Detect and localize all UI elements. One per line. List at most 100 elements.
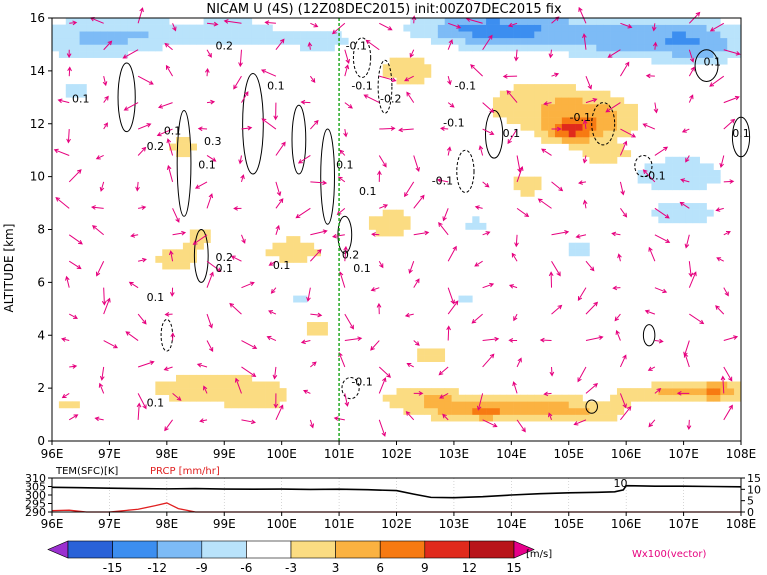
wind-fill-cell xyxy=(210,24,218,32)
wind-fill-cell xyxy=(534,110,542,118)
wind-vector-arrow xyxy=(688,66,695,77)
wind-fill-cell xyxy=(238,18,246,25)
wind-fill-cell xyxy=(527,44,535,52)
wind-fill-cell xyxy=(52,24,60,32)
wind-fill-cell xyxy=(499,90,508,98)
wind-fill-cell xyxy=(396,209,404,217)
wind-fill-cell xyxy=(582,117,590,125)
wind-fill-cell xyxy=(548,401,556,409)
wind-fill-cell xyxy=(396,222,404,230)
wind-fill-cell xyxy=(444,407,452,415)
wind-fill-cell xyxy=(561,407,570,415)
wind-fill-cell xyxy=(596,150,604,158)
wind-vector-arrow xyxy=(482,102,495,113)
wind-fill-cell xyxy=(244,374,253,382)
wind-fill-cell xyxy=(458,44,466,52)
wind-vector-arrow xyxy=(192,234,208,245)
wind-fill-cell xyxy=(665,170,673,177)
wind-fill-cell xyxy=(610,407,618,415)
wind-fill-cell xyxy=(610,51,618,58)
wind-fill-cell xyxy=(217,37,225,45)
wind-fill-cell xyxy=(210,374,218,382)
wind-fill-cell xyxy=(327,44,335,52)
wind-fill-cell xyxy=(231,394,239,402)
wind-fill-cell xyxy=(527,414,535,422)
wind-fill-cell xyxy=(141,44,149,52)
contour-label: 0.1 xyxy=(353,262,371,275)
wind-vector-arrow xyxy=(123,102,139,111)
wind-fill-cell xyxy=(568,44,576,52)
wind-fill-cell xyxy=(575,24,583,32)
wind-vector-arrow xyxy=(68,169,82,183)
wind-fill-cell xyxy=(568,103,576,111)
wind-fill-cell xyxy=(541,110,549,118)
wind-vector-arrow xyxy=(507,128,518,145)
wind-fill-cell xyxy=(720,51,728,58)
positive-contour xyxy=(291,104,307,175)
wind-vector-arrow xyxy=(689,313,705,325)
wind-fill-cell xyxy=(506,110,514,118)
wind-fill-cell xyxy=(692,176,700,184)
wind-fill-cell xyxy=(651,163,659,171)
wind-fill-cell xyxy=(279,249,287,257)
surface-panel: TEM(SFC)[K] PRCP [mm/hr] 10 310305300295… xyxy=(25,466,761,531)
wind-fill-cell xyxy=(692,51,700,58)
wind-vector-arrow xyxy=(94,416,104,422)
wind-fill-cell xyxy=(272,242,280,250)
wind-fill-cell xyxy=(520,18,528,25)
wind-fill-cell xyxy=(403,57,411,65)
wind-vector-arrow xyxy=(482,336,500,342)
wind-fill-cell xyxy=(623,117,632,125)
wind-vector-arrow xyxy=(68,414,79,421)
wind-fill-cell xyxy=(651,209,659,217)
wind-fill-cell xyxy=(520,110,528,118)
wind-fill-cell xyxy=(120,37,129,45)
wind-fill-cell xyxy=(561,401,570,409)
wind-fill-cell xyxy=(527,183,535,191)
wind-vector-arrow xyxy=(273,393,279,409)
wind-fill-cell xyxy=(589,103,597,111)
wind-fill-cell xyxy=(238,374,246,382)
colorbar-tick-label: -12 xyxy=(147,561,167,575)
wind-fill-cell xyxy=(589,24,597,32)
wind-fill-cell xyxy=(672,176,680,184)
wind-fill-cell xyxy=(155,255,163,263)
wind-fill-cell xyxy=(86,31,94,39)
wind-vector-arrow xyxy=(548,271,554,288)
wind-fill-cell xyxy=(417,355,425,362)
wind-fill-cell xyxy=(479,18,487,25)
wind-fill-cell xyxy=(630,388,638,396)
wind-fill-cell xyxy=(417,57,425,65)
wind-fill-cell xyxy=(451,24,459,32)
wind-fill-cell xyxy=(672,394,680,402)
wind-fill-cell xyxy=(596,143,604,151)
wind-fill-cell xyxy=(596,51,604,58)
wind-vector-arrow xyxy=(261,118,277,130)
wind-fill-cell xyxy=(603,401,611,409)
wind-fill-cell xyxy=(238,24,246,32)
wind-fill-cell xyxy=(541,136,549,144)
wind-vector-arrow xyxy=(172,230,187,236)
wind-fill-cell xyxy=(678,388,687,396)
wind-fill-cell xyxy=(603,123,611,131)
wind-vector-arrow xyxy=(508,338,518,343)
wind-fill-cell xyxy=(520,103,528,111)
wind-fill-cell xyxy=(658,183,666,191)
wind-fill-cell xyxy=(699,176,707,184)
wind-fill-cell xyxy=(534,97,542,105)
wind-fill-cell xyxy=(224,24,232,32)
wind-fill-cell xyxy=(486,401,494,409)
tem-annotation: 10 xyxy=(614,477,628,490)
wind-fill-cell xyxy=(93,18,101,25)
wind-fill-cell xyxy=(692,37,700,45)
wind-fill-cell xyxy=(410,77,418,85)
wind-fill-cell xyxy=(389,222,397,230)
wind-fill-cell xyxy=(527,103,535,111)
wind-fill-cell xyxy=(293,295,301,303)
wind-fill-cell xyxy=(472,401,480,409)
wind-fill-cell xyxy=(313,37,322,45)
wind-fill-cell xyxy=(651,381,659,389)
wind-fill-cell xyxy=(610,24,618,32)
wind-fill-cell xyxy=(120,51,129,58)
contour-layer xyxy=(117,37,751,414)
